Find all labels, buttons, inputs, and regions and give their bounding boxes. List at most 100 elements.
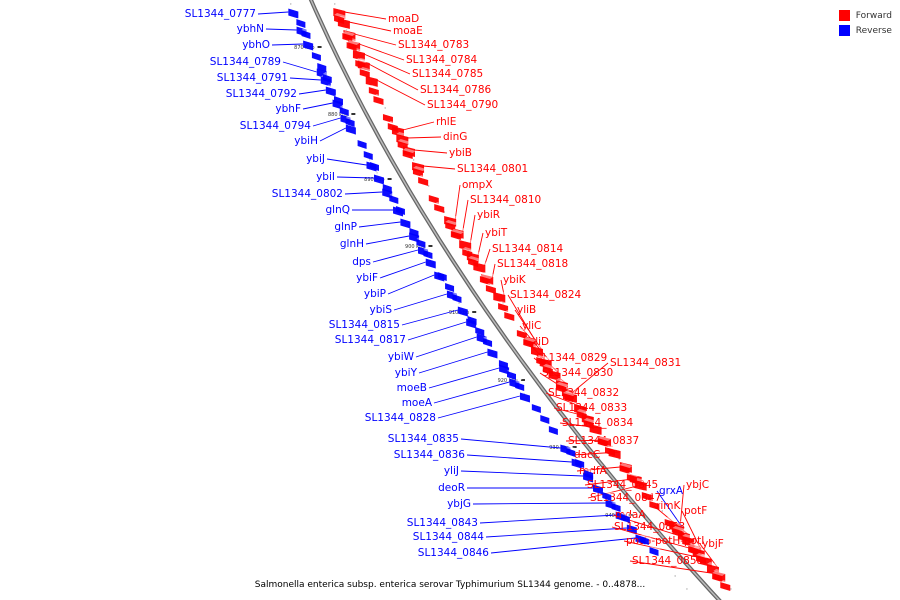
gene-label-reverse[interactable]: ybhF — [275, 103, 301, 115]
gene-block-forward — [649, 499, 663, 510]
gene-leader-forward — [483, 248, 491, 267]
gene-block-reverse — [301, 28, 314, 39]
gene-label-reverse[interactable]: glnQ — [325, 204, 350, 216]
gene-leader-forward — [629, 560, 725, 576]
gene-label-reverse[interactable]: ybiS — [370, 304, 393, 316]
gene-label-forward[interactable]: ompX — [462, 179, 493, 191]
gene-label-forward[interactable]: dinG — [443, 131, 467, 143]
gene-label-reverse[interactable]: ybjG — [447, 498, 471, 510]
gene-label-forward[interactable]: SL1344_0834 — [562, 417, 634, 429]
gene-label-reverse[interactable]: ybiJ — [306, 153, 325, 165]
gene-label-forward[interactable]: SL1344_0833 — [556, 402, 627, 414]
gene-label-forward[interactable]: yliC — [522, 320, 541, 332]
gene-leader-forward — [423, 165, 456, 170]
gene-label-reverse[interactable]: ybhN — [237, 23, 264, 35]
track-dot — [520, 328, 522, 330]
gene-label-reverse[interactable]: SL1344_0846 — [418, 547, 490, 559]
gene-label-reverse[interactable]: ybiY — [395, 367, 418, 379]
gene-block-forward — [346, 40, 360, 51]
gene-leader-forward — [407, 136, 442, 139]
gene-leader-forward — [519, 325, 552, 363]
gene-label-forward[interactable]: SL1344_0824 — [510, 289, 582, 301]
gene-block-forward — [672, 526, 686, 537]
gene-label-forward[interactable]: yliD — [529, 336, 549, 348]
gene-block-forward — [605, 445, 618, 456]
gene-label-reverse[interactable]: SL1344_0802 — [272, 188, 343, 200]
gene-label-forward[interactable]: SL1344_0818 — [497, 258, 568, 270]
gene-label-reverse[interactable]: SL1344_0815 — [329, 319, 400, 331]
gene-block-forward — [696, 553, 710, 564]
gene-label-forward[interactable]: grxA — [659, 485, 684, 497]
gene-label-forward[interactable]: SL1344_0810 — [470, 194, 541, 206]
gene-leader-reverse — [298, 89, 326, 95]
gene-label-reverse[interactable]: deoR — [438, 482, 465, 494]
gene-label-forward[interactable]: SL1344_0858 — [632, 555, 703, 567]
gene-leader-reverse — [460, 470, 584, 477]
gene-label-reverse[interactable]: SL1344_0791 — [217, 72, 288, 84]
gene-label-forward[interactable]: SL1344_0829 — [536, 352, 607, 364]
reverse-swatch — [838, 25, 850, 36]
track-dot — [345, 29, 348, 31]
gene-label-reverse[interactable]: SL1344_0789 — [210, 56, 281, 68]
gene-leader-forward — [491, 263, 496, 279]
gene-label-forward[interactable]: moaD — [388, 13, 419, 25]
gene-block-forward — [583, 418, 597, 429]
gene-label-reverse[interactable]: SL1344_0844 — [413, 531, 485, 543]
gene-label-forward[interactable]: ybjF — [702, 538, 724, 550]
gene-leader-reverse — [393, 293, 448, 311]
gene-label-reverse[interactable]: ybiW — [388, 351, 415, 363]
gene-label-forward[interactable]: moaE — [393, 25, 423, 37]
gene-label-forward[interactable]: rhlE — [436, 116, 456, 128]
gene-label-reverse[interactable]: SL1344_0792 — [226, 88, 297, 100]
gene-block-reverse — [611, 501, 624, 512]
gene-label-reverse[interactable]: moeA — [402, 397, 433, 409]
gene-block-reverse — [540, 413, 553, 424]
gene-label-forward[interactable]: ybiB — [449, 147, 472, 159]
gene-label-forward[interactable]: ybjC — [686, 479, 709, 491]
gene-label-forward[interactable]: SL1344_0830 — [542, 367, 613, 379]
gene-label-reverse[interactable]: glnH — [340, 238, 364, 250]
gene-label-forward[interactable]: yliB — [517, 304, 536, 316]
gene-label-reverse[interactable]: SL1344_0794 — [240, 120, 312, 132]
gene-label-forward[interactable]: SL1344_0814 — [492, 243, 564, 255]
gene-label-forward[interactable]: SL1344_0783 — [398, 39, 469, 51]
gene-label-reverse[interactable]: ybiP — [364, 288, 386, 300]
gene-label-forward[interactable]: dacC — [574, 449, 600, 461]
gene-label-forward[interactable]: SL1344_0785 — [412, 68, 483, 80]
gene-leader-forward — [653, 505, 690, 536]
gene-block-reverse — [620, 512, 633, 523]
gene-block-reverse — [322, 72, 335, 83]
gene-label-reverse[interactable]: ybiF — [356, 272, 378, 284]
gene-leader-reverse — [379, 261, 426, 279]
gene-block-forward — [368, 85, 382, 96]
gene-leader-reverse — [282, 61, 317, 73]
gene-block-forward — [542, 364, 556, 375]
forward-swatch — [838, 10, 850, 21]
gene-label-forward[interactable]: SL1344_0786 — [420, 84, 492, 96]
gene-label-forward[interactable]: SL1344_0784 — [406, 54, 478, 66]
gene-label-reverse[interactable]: ybhO — [242, 39, 270, 51]
gene-label-forward[interactable]: ybiK — [503, 274, 527, 286]
gene-label-reverse[interactable]: SL1344_0817 — [335, 334, 406, 346]
gene-label-reverse[interactable]: ybiI — [316, 171, 335, 183]
gene-block-reverse — [575, 457, 588, 468]
gene-label-forward[interactable]: ybiT — [485, 227, 508, 239]
gene-label-forward[interactable]: ybiR — [477, 209, 500, 221]
gene-block-forward — [523, 337, 537, 348]
gene-label-forward[interactable]: SL1344_0790 — [427, 99, 498, 111]
gene-label-forward[interactable]: rimK — [656, 500, 681, 512]
gene-leader-forward — [699, 543, 719, 569]
gene-label-reverse[interactable]: SL1344_0843 — [407, 517, 478, 529]
gene-label-reverse[interactable]: dps — [352, 256, 371, 268]
gene-label-reverse[interactable]: SL1344_0835 — [388, 433, 459, 445]
gene-label-reverse[interactable]: moeB — [397, 382, 427, 394]
gene-label-reverse[interactable]: glnP — [334, 221, 357, 233]
gene-label-reverse[interactable]: ybiH — [294, 135, 318, 147]
gene-label-reverse[interactable]: SL1344_0828 — [365, 412, 436, 424]
gene-label-forward[interactable]: potF — [684, 505, 707, 517]
gene-label-reverse[interactable]: SL1344_0836 — [394, 449, 466, 461]
gene-label-reverse[interactable]: yliJ — [444, 465, 459, 477]
gene-label-reverse[interactable]: SL1344_0777 — [185, 8, 256, 20]
gene-label-forward[interactable]: SL1344_0831 — [610, 357, 681, 369]
gene-label-forward[interactable]: SL1344_0801 — [457, 163, 528, 175]
